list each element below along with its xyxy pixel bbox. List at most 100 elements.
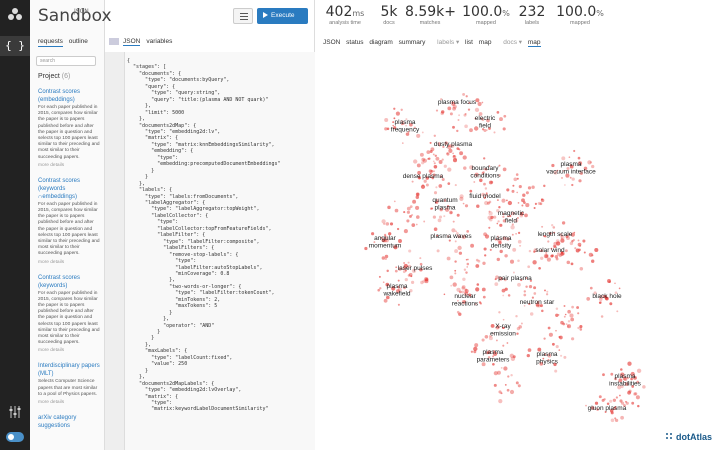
map-point[interactable] (541, 309, 544, 313)
map-point[interactable] (566, 166, 570, 171)
map-point[interactable] (572, 238, 575, 242)
map-point[interactable] (545, 251, 548, 254)
map-point[interactable] (406, 206, 411, 211)
map-point[interactable] (446, 256, 451, 261)
map-canvas[interactable]: plasma focus plasma frequency electric field… (315, 52, 720, 450)
map-point[interactable] (475, 258, 479, 262)
map-point[interactable] (486, 129, 488, 131)
map-point[interactable] (516, 332, 519, 335)
map-point[interactable] (452, 104, 457, 109)
map-point[interactable] (578, 179, 582, 183)
map-label[interactable]: plasma wakefield (382, 283, 410, 298)
map-point[interactable] (582, 239, 586, 243)
map-point[interactable] (416, 163, 421, 168)
map-point[interactable] (550, 247, 553, 250)
map-point[interactable] (455, 158, 457, 161)
map-point[interactable] (630, 371, 635, 377)
map-point[interactable] (462, 277, 466, 281)
map-point[interactable] (449, 112, 453, 116)
map-point[interactable] (509, 214, 512, 218)
map-point[interactable] (429, 150, 433, 153)
map-point[interactable] (468, 293, 472, 297)
map-point[interactable] (593, 291, 597, 295)
map-point[interactable] (488, 226, 491, 229)
map-point[interactable] (577, 239, 580, 242)
map-label[interactable]: length scale (538, 231, 573, 238)
map-point[interactable] (490, 215, 494, 219)
map-point[interactable] (406, 219, 410, 223)
map-point[interactable] (560, 320, 564, 325)
map-point[interactable] (378, 275, 381, 278)
map-point[interactable] (488, 127, 491, 130)
more-details-link[interactable]: more details (38, 400, 65, 406)
map-point[interactable] (493, 215, 497, 219)
map-point[interactable] (475, 98, 480, 103)
map-point[interactable] (417, 170, 421, 175)
map-point[interactable] (401, 122, 404, 126)
map-point[interactable] (499, 117, 503, 122)
map-point[interactable] (447, 167, 452, 172)
map-point[interactable] (465, 271, 468, 274)
map-point[interactable] (492, 351, 498, 356)
map-label[interactable]: X-ray emission (490, 323, 516, 338)
map-point[interactable] (554, 369, 558, 373)
map-point[interactable] (520, 279, 523, 282)
map-point[interactable] (517, 259, 520, 263)
map-label[interactable]: plasma density (491, 235, 513, 250)
map-point[interactable] (541, 225, 544, 228)
map-point[interactable] (382, 281, 385, 284)
map-point[interactable] (421, 131, 424, 134)
map-label[interactable]: quantum plasma (432, 197, 457, 212)
map-point[interactable] (575, 248, 580, 253)
map-point[interactable] (614, 291, 618, 295)
map-point[interactable] (489, 334, 492, 338)
map-point[interactable] (465, 258, 468, 261)
map-point[interactable] (488, 200, 492, 204)
map-point[interactable] (539, 304, 543, 308)
map-point[interactable] (466, 266, 469, 268)
map-point[interactable] (452, 106, 456, 111)
map-point[interactable] (630, 377, 633, 381)
map-point[interactable] (506, 342, 509, 344)
map-point[interactable] (551, 254, 554, 258)
map-point[interactable] (573, 231, 576, 234)
map-point[interactable] (515, 233, 517, 235)
map-point[interactable] (501, 288, 506, 293)
map-point[interactable] (547, 240, 550, 243)
tab-json[interactable]: JSON (123, 38, 141, 47)
map-point[interactable] (571, 183, 574, 187)
map-point[interactable] (531, 185, 535, 189)
map-point[interactable] (517, 239, 522, 244)
map-point[interactable] (546, 257, 551, 262)
map-point[interactable] (483, 247, 487, 251)
map-point[interactable] (614, 377, 618, 381)
map-point[interactable] (439, 207, 443, 212)
map-point[interactable] (484, 234, 490, 239)
map-point[interactable] (627, 361, 632, 366)
map-point[interactable] (531, 296, 534, 299)
map-point[interactable] (559, 233, 563, 237)
map-point[interactable] (555, 307, 559, 311)
map-point[interactable] (568, 156, 571, 159)
map-point[interactable] (511, 233, 514, 236)
map-point[interactable] (386, 127, 390, 131)
map-point[interactable] (580, 172, 583, 175)
map-point[interactable] (470, 350, 474, 353)
map-point[interactable] (415, 195, 420, 199)
map-point[interactable] (543, 253, 549, 259)
map-point[interactable] (574, 247, 577, 250)
map-point[interactable] (421, 161, 425, 165)
map-point[interactable] (543, 353, 547, 356)
map-point[interactable] (444, 141, 448, 145)
map-point[interactable] (577, 312, 580, 315)
map-point[interactable] (513, 177, 518, 182)
map-point[interactable] (577, 326, 580, 330)
code-text[interactable]: { "stages": [ "documents": { "type": "do… (127, 58, 281, 413)
map-point[interactable] (527, 265, 531, 269)
map-point[interactable] (570, 262, 574, 266)
map-point[interactable] (432, 153, 435, 156)
map-point[interactable] (506, 237, 510, 241)
map-point[interactable] (517, 384, 521, 388)
map-point[interactable] (429, 172, 432, 175)
map-point[interactable] (528, 284, 533, 289)
